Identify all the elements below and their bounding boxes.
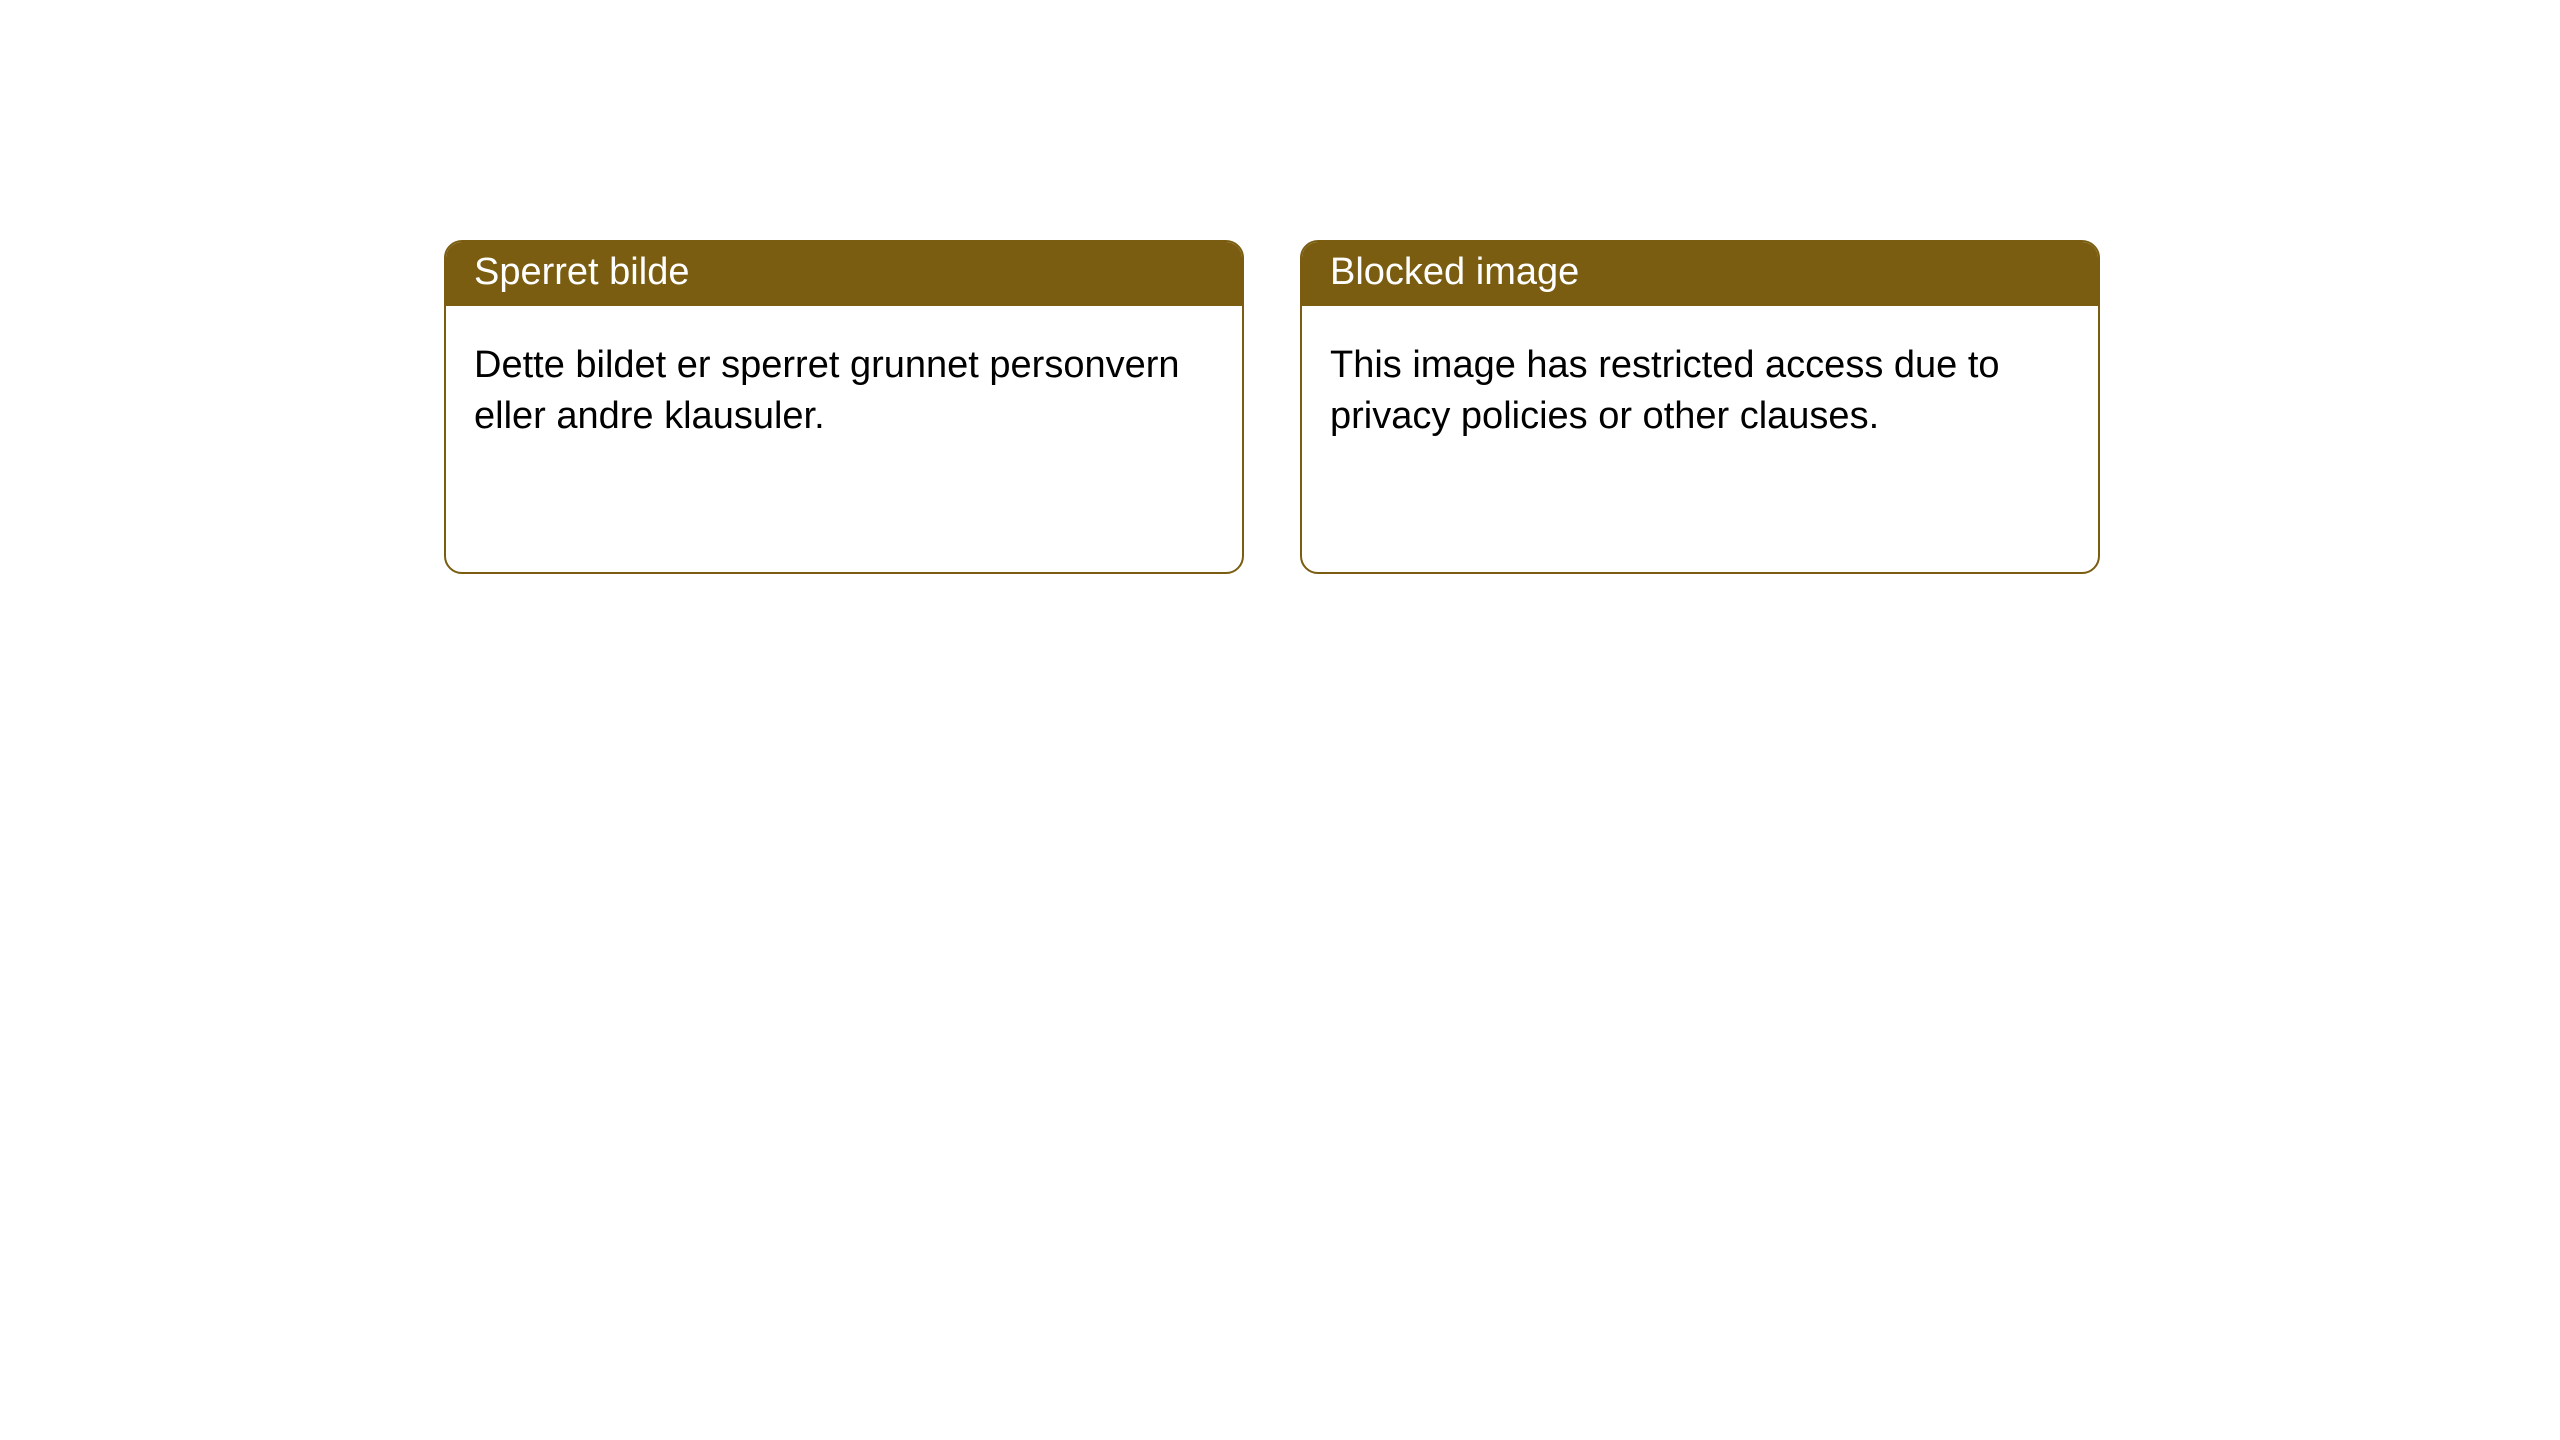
notice-header-en: Blocked image <box>1302 242 2098 306</box>
notice-card-en: Blocked image This image has restricted … <box>1300 240 2100 574</box>
notice-body-no: Dette bildet er sperret grunnet personve… <box>446 306 1242 477</box>
notice-header-no: Sperret bilde <box>446 242 1242 306</box>
notice-container: Sperret bilde Dette bildet er sperret gr… <box>0 0 2560 574</box>
notice-body-en: This image has restricted access due to … <box>1302 306 2098 477</box>
notice-card-no: Sperret bilde Dette bildet er sperret gr… <box>444 240 1244 574</box>
